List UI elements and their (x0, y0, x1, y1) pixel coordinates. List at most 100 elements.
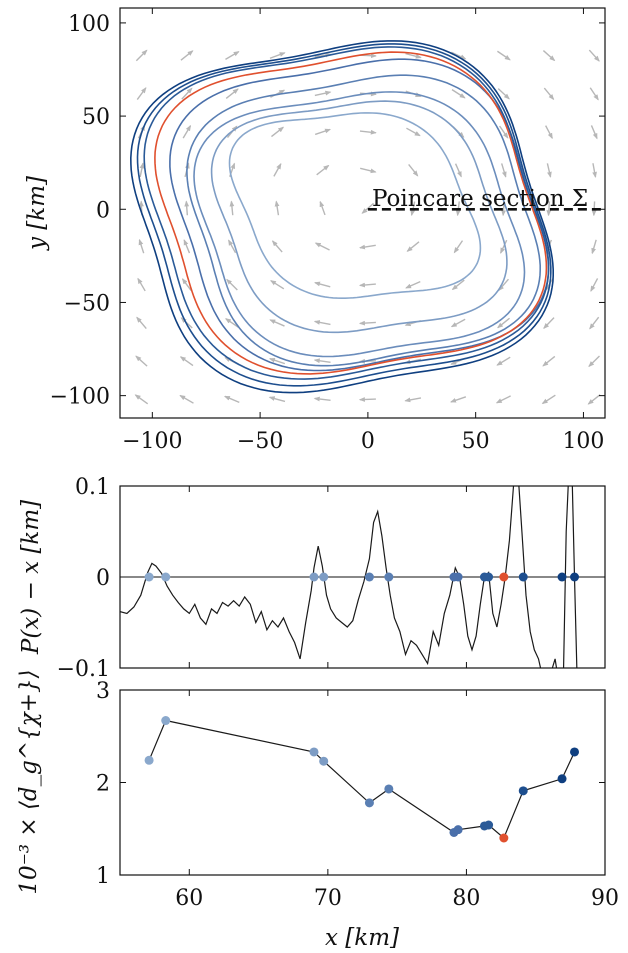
distance-point (144, 755, 154, 765)
field-arrow (226, 278, 238, 291)
field-arrow (496, 356, 511, 366)
field-arrow (451, 51, 467, 60)
field-arrow (588, 49, 600, 62)
field-arrow (319, 200, 326, 216)
field-arrow (223, 395, 240, 404)
field-arrow (587, 394, 601, 405)
distance-point (384, 784, 394, 794)
field-arrow (495, 395, 511, 404)
field-arrow (497, 88, 510, 100)
distance-point (484, 820, 494, 830)
field-arrow (139, 162, 145, 178)
field-arrow (183, 239, 191, 254)
distance-point (364, 798, 374, 808)
y-tick-label: −100 (50, 385, 110, 410)
orbit-curve (169, 58, 550, 372)
average-distance-ticks: 60 70 80 90 1 2 3 (96, 679, 619, 911)
field-arrow (359, 244, 376, 250)
field-arrow (406, 127, 421, 137)
field-arrow (592, 163, 597, 178)
y-tick-label: −0.1 (57, 657, 110, 682)
field-arrow (450, 318, 466, 328)
field-arrow (404, 397, 422, 403)
field-arrow (182, 124, 192, 139)
field-arrow (546, 201, 552, 217)
field-arrow (359, 129, 377, 135)
field-arrow (543, 87, 555, 101)
field-arrow (137, 277, 146, 292)
field-arrow (135, 355, 148, 367)
x-tick-label: 0 (361, 429, 375, 454)
field-arrow (313, 358, 331, 364)
distance-point (319, 756, 329, 766)
y-axis-label: y [km] (24, 176, 50, 251)
field-arrow (405, 280, 421, 289)
fixed-point-marker (570, 572, 580, 582)
field-arrow (228, 239, 237, 254)
field-arrow (225, 51, 240, 60)
field-arrow (408, 163, 419, 177)
field-arrow (314, 128, 332, 136)
average-distance-series (144, 716, 580, 843)
x-tick-label: 70 (314, 886, 342, 911)
field-arrow (314, 52, 332, 58)
field-arrow (590, 125, 598, 140)
y-tick-label: 1 (96, 864, 110, 889)
x-tick-label: 100 (562, 429, 604, 454)
distance-point (453, 825, 463, 835)
field-arrow (229, 200, 235, 216)
field-arrow (541, 394, 556, 405)
field-arrow (358, 282, 376, 288)
field-arrow (316, 164, 330, 176)
phase-plane-ticks: −100 −50 0 50 100 −100 −50 0 50 100 (50, 8, 605, 454)
y-tick-label: 50 (82, 105, 110, 130)
field-arrow (497, 50, 511, 61)
x-tick-label: 80 (452, 886, 480, 911)
distance-line (148, 719, 576, 839)
x-tick-label: 60 (175, 886, 203, 911)
average-distance-frame (119, 689, 606, 876)
fixed-point-marker (319, 572, 329, 582)
distance-point (557, 774, 567, 784)
field-arrow (268, 396, 286, 403)
x-tick-label: 50 (462, 429, 490, 454)
field-arrow (179, 356, 194, 367)
orbit-curve (186, 74, 542, 367)
distance-point (570, 747, 580, 757)
orbit-curve (129, 40, 555, 394)
field-arrow (268, 357, 286, 365)
y-tick-label: 0 (96, 198, 110, 223)
fixed-point-marker (384, 572, 394, 582)
fixed-point-marker (453, 572, 463, 582)
field-arrow (406, 241, 420, 252)
y-tick-label: −50 (64, 291, 110, 316)
field-arrow (184, 200, 190, 216)
field-arrow (274, 200, 280, 216)
field-arrow (500, 163, 507, 178)
field-arrow (179, 394, 194, 404)
field-arrow (450, 396, 467, 403)
field-arrow (454, 163, 462, 178)
difference-curve (120, 486, 578, 668)
field-arrow (500, 239, 508, 254)
field-arrow (590, 278, 599, 292)
y-tick-label: 2 (96, 772, 110, 797)
field-arrow (451, 89, 466, 99)
distance-point (309, 747, 319, 757)
fixed-point-marker (557, 572, 567, 582)
field-arrow (358, 397, 376, 402)
field-arrow (314, 90, 332, 97)
field-arrow (360, 167, 377, 174)
phase-plane-panel: Poincare section Σ −100 −50 0 50 100 −100 −50 0… (24, 7, 606, 454)
average-distance-y-label: 10⁻³ × ⟨d_g^{χ+}⟩ (16, 669, 42, 894)
x-tick-label: 90 (591, 886, 619, 911)
orbit-curve (154, 51, 548, 375)
field-arrow (135, 49, 148, 62)
x-axis-label: x [km] (325, 925, 399, 951)
phase-plane-frame (119, 7, 606, 419)
field-arrow (591, 239, 597, 255)
field-arrow (269, 319, 285, 327)
field-arrow (269, 52, 286, 59)
y-tick-label: 0 (96, 566, 110, 591)
